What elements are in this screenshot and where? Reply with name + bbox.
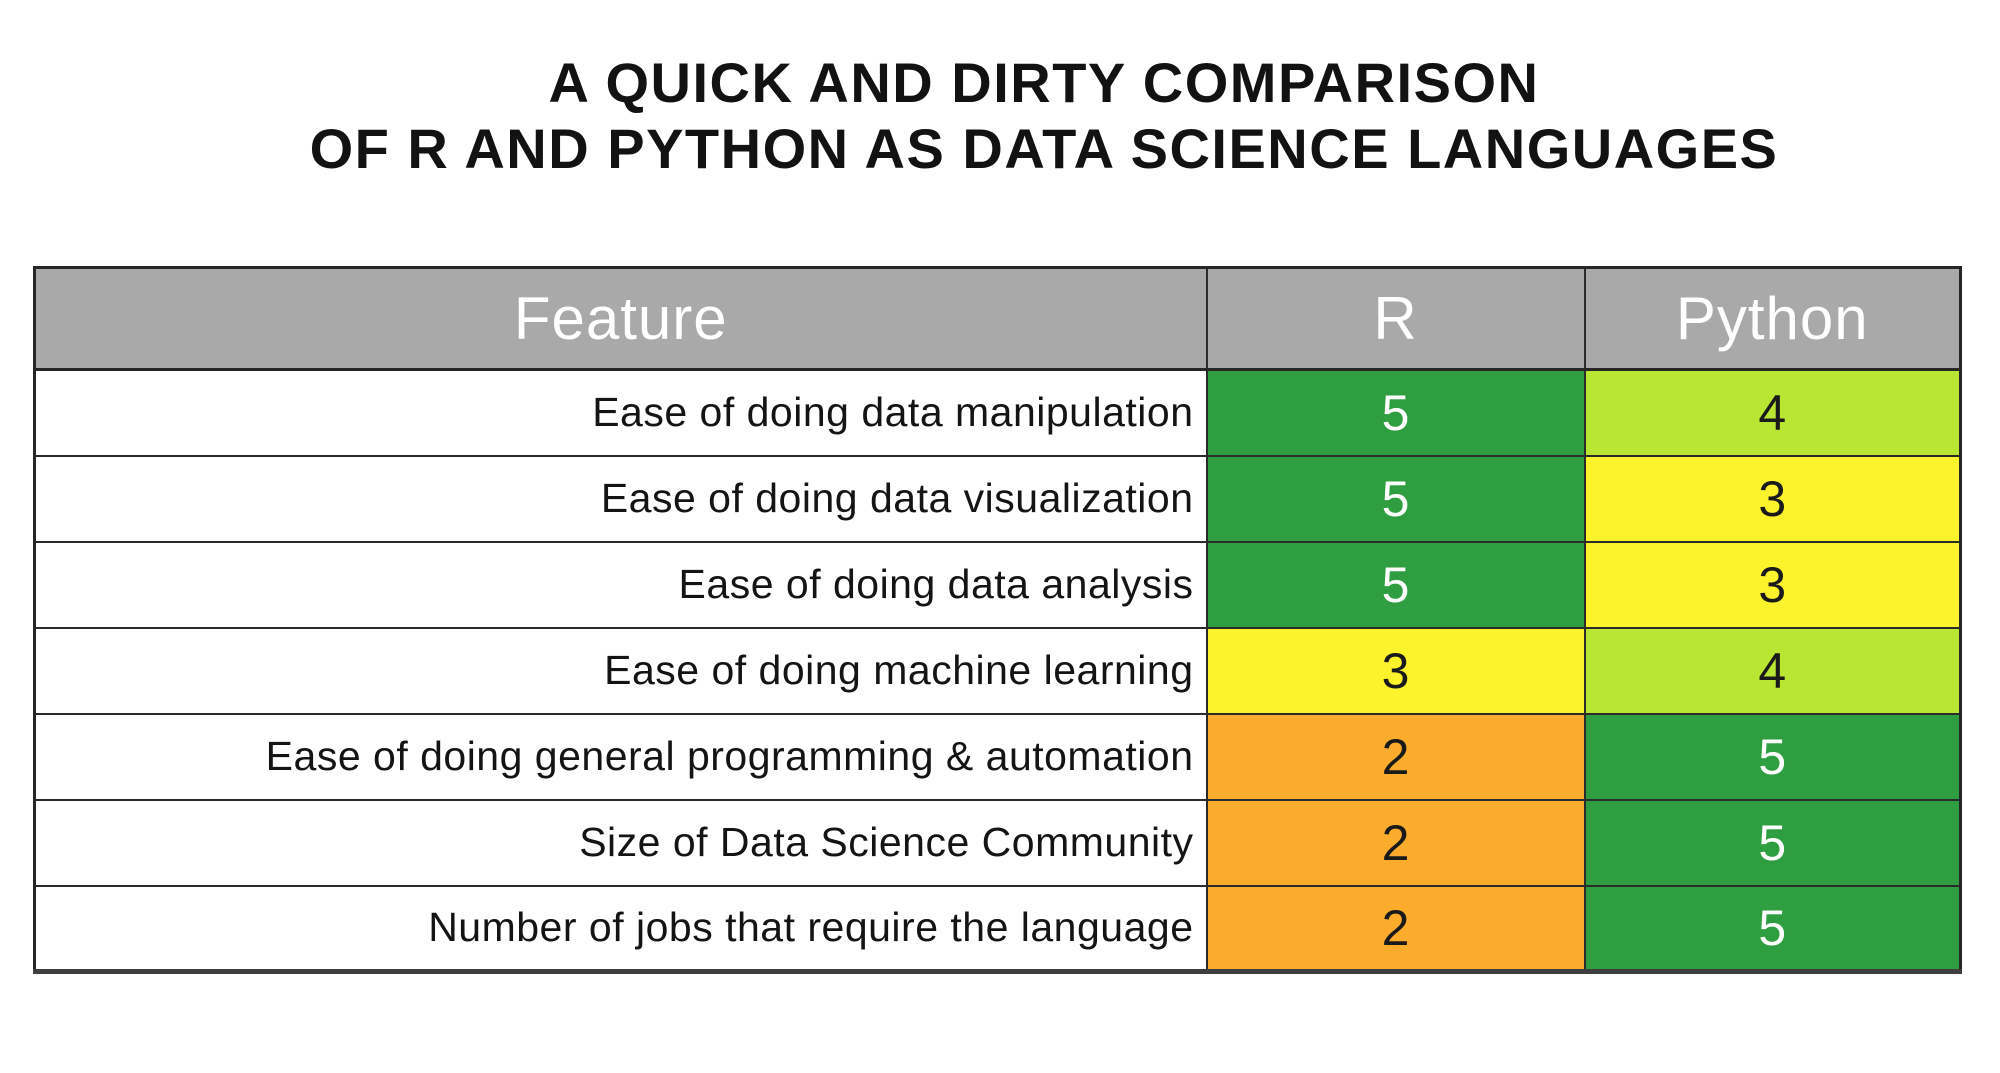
r-score-cell: 5 xyxy=(1205,368,1586,457)
python-score-cell: 5 xyxy=(1583,712,1962,801)
table-row: Number of jobs that require the language… xyxy=(33,884,1962,973)
r-score-cell: 5 xyxy=(1205,540,1586,629)
table-row: Ease of doing general programming & auto… xyxy=(33,712,1962,801)
feature-cell: Number of jobs that require the language xyxy=(33,884,1208,973)
feature-cell: Ease of doing general programming & auto… xyxy=(33,712,1208,801)
python-score-cell: 4 xyxy=(1583,368,1962,457)
title-line-1: A QUICK AND DIRTY COMPARISON xyxy=(548,51,1540,114)
r-score-cell: 2 xyxy=(1205,884,1586,973)
table-row: Ease of doing machine learning 3 4 xyxy=(33,626,1962,715)
table-row: Ease of doing data manipulation 5 4 xyxy=(33,368,1962,457)
feature-cell: Ease of doing machine learning xyxy=(33,626,1208,715)
table-row: Ease of doing data visualization 5 3 xyxy=(33,454,1962,543)
python-score-cell: 4 xyxy=(1583,626,1962,715)
page-title: A QUICK AND DIRTY COMPARISON OF R AND PY… xyxy=(0,50,2000,182)
r-score-cell: 5 xyxy=(1205,454,1586,543)
python-score-cell: 3 xyxy=(1583,540,1962,629)
r-score-cell: 2 xyxy=(1205,712,1586,801)
column-header-r: R xyxy=(1205,266,1586,371)
python-score-cell: 5 xyxy=(1583,798,1962,887)
comparison-table: Feature R Python Ease of doing data mani… xyxy=(33,266,1962,974)
header-row: Feature R Python xyxy=(33,266,1962,371)
r-score-cell: 3 xyxy=(1205,626,1586,715)
column-header-feature: Feature xyxy=(33,266,1208,371)
table-row: Size of Data Science Community 2 5 xyxy=(33,798,1962,887)
feature-cell: Size of Data Science Community xyxy=(33,798,1208,887)
feature-cell: Ease of doing data visualization xyxy=(33,454,1208,543)
column-header-python: Python xyxy=(1583,266,1962,371)
python-score-cell: 5 xyxy=(1583,884,1962,973)
feature-cell: Ease of doing data manipulation xyxy=(33,368,1208,457)
feature-cell: Ease of doing data analysis xyxy=(33,540,1208,629)
title-line-2: OF R AND PYTHON AS DATA SCIENCE LANGUAGE… xyxy=(309,117,1779,180)
r-score-cell: 2 xyxy=(1205,798,1586,887)
python-score-cell: 3 xyxy=(1583,454,1962,543)
table-row: Ease of doing data analysis 5 3 xyxy=(33,540,1962,629)
